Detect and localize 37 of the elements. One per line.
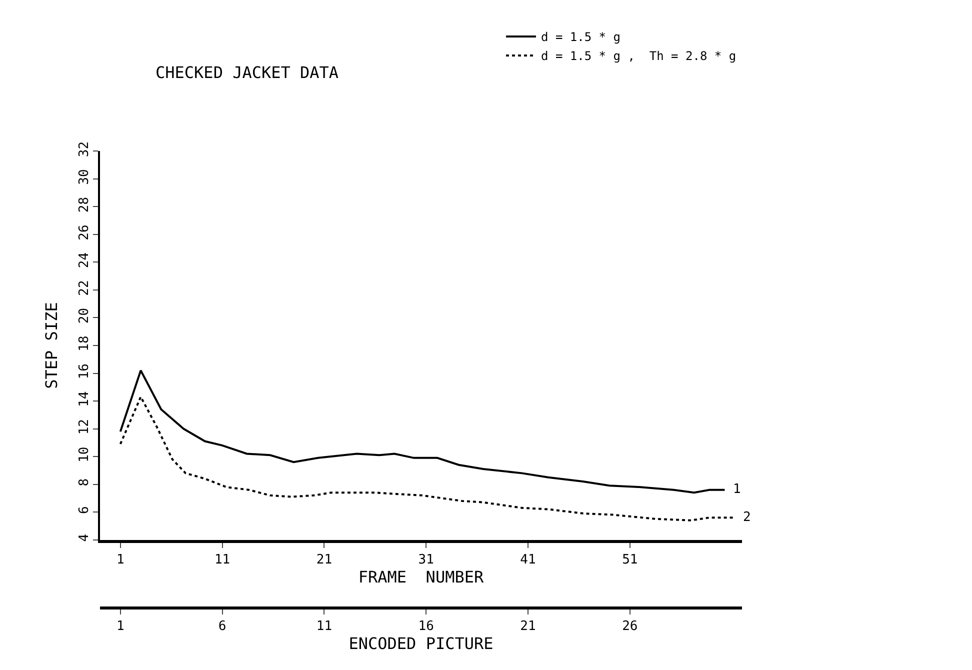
y-tick-label: 20 (76, 308, 92, 324)
annotation: 1 (733, 482, 741, 497)
x-tick-label: 41 (520, 552, 536, 568)
line-series (119, 369, 726, 494)
y-tick-label: 26 (76, 224, 92, 240)
x2-tick-label: 1 (116, 619, 124, 634)
y-tick-label: 24 (76, 252, 92, 268)
y-axis-title: STEP SIZE (42, 302, 62, 389)
y-tick-label: 16 (76, 363, 92, 380)
x2-tick-label: 26 (622, 619, 638, 634)
x2-axis-title: ENCODED PICTURE (348, 634, 494, 654)
x-tick-label: 1 (116, 552, 124, 568)
x2-tick-label: 6 (218, 619, 226, 634)
y-tick-label: 10 (76, 446, 92, 462)
y-tick-label: 18 (76, 336, 92, 352)
x2-tick-label: 11 (316, 619, 332, 634)
line-series (119, 396, 736, 522)
x-axis-title: FRAME NUMBER (358, 567, 484, 586)
y-tick-label: 6 (76, 506, 92, 514)
x-tick-label: 21 (316, 552, 332, 568)
y-tick-label: 22 (76, 280, 92, 296)
y-tick-label: 12 (76, 418, 92, 435)
y-tick-label: 14 (76, 391, 92, 407)
legend-label: d = 1.5 * g , Th = 2.8 * g (541, 49, 736, 64)
y-tick-label: 4 (76, 534, 92, 542)
x-tick-label: 11 (214, 552, 230, 568)
chart-title: CHECKED JACKET DATA (156, 63, 339, 82)
annotation: 2 (743, 510, 751, 525)
y-tick-label: 32 (76, 141, 92, 158)
x-tick-label: 51 (622, 552, 638, 568)
y-tick-label: 28 (76, 196, 92, 213)
x2-tick-label: 21 (520, 619, 536, 634)
x2-tick-label: 16 (418, 619, 434, 634)
legend-label: d = 1.5 * g (541, 30, 620, 44)
y-tick-label: 8 (76, 478, 92, 486)
y-tick-label: 30 (76, 169, 92, 185)
x-tick-label: 31 (418, 552, 434, 568)
